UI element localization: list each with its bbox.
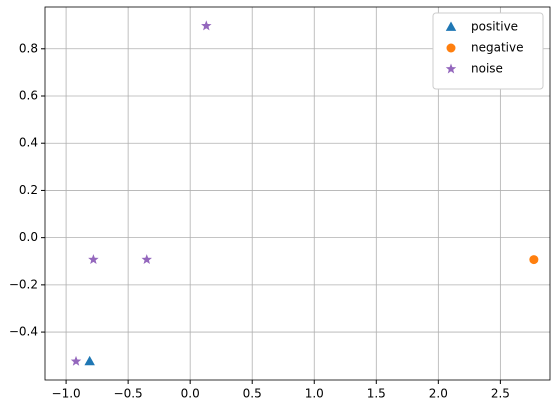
plot-frame xyxy=(44,6,551,381)
data-point xyxy=(70,355,82,366)
legend-label: noise xyxy=(471,62,503,76)
data-point xyxy=(201,20,212,31)
x-tick-label: 2.0 xyxy=(429,387,448,401)
x-tick-label: 2.5 xyxy=(491,387,510,401)
data-point xyxy=(529,255,539,265)
data-point xyxy=(141,254,152,265)
data-point xyxy=(88,254,99,265)
x-tick-label: −1.0 xyxy=(52,387,81,401)
x-tick-label: 0.5 xyxy=(243,387,262,401)
x-tick-label: 1.5 xyxy=(367,387,386,401)
legend-marker xyxy=(445,63,457,74)
x-tick-label: 0.0 xyxy=(181,387,200,401)
y-tick-label: −0.4 xyxy=(9,325,38,339)
x-tick-label: −0.5 xyxy=(114,387,143,401)
legend-label: positive xyxy=(471,20,518,34)
x-tick-label: 1.0 xyxy=(305,387,324,401)
data-point xyxy=(84,355,95,366)
legend-box xyxy=(432,12,544,90)
y-tick-label: 0.2 xyxy=(19,183,38,197)
legend-marker xyxy=(446,43,456,53)
y-tick-label: −0.2 xyxy=(9,277,38,291)
y-tick-label: 0.0 xyxy=(19,230,38,244)
y-tick-label: 0.4 xyxy=(19,136,38,150)
y-tick-label: 0.8 xyxy=(19,41,38,55)
legend-marker xyxy=(445,21,457,31)
y-tick-label: 0.6 xyxy=(19,89,38,103)
legend-label: negative xyxy=(471,41,523,55)
